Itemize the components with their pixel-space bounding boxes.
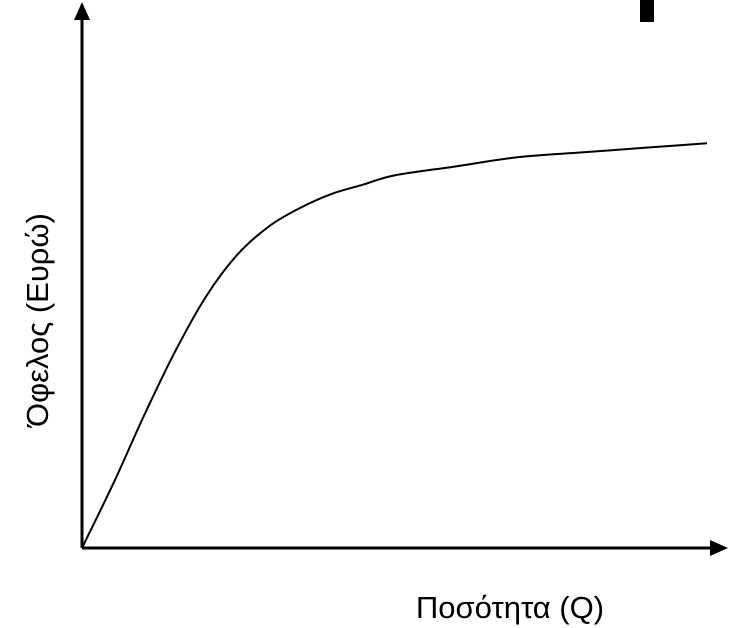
top-right-dark-mark	[640, 0, 654, 22]
series-line	[81, 142, 708, 549]
plot-area	[81, 142, 708, 549]
y-axis-label: Όφελος (Ευρώ)	[20, 213, 55, 429]
x-axis-label: Ποσότητα (Q)	[416, 590, 604, 625]
x-axis-arrowhead	[710, 540, 728, 556]
y-axis-arrowhead	[74, 2, 90, 20]
